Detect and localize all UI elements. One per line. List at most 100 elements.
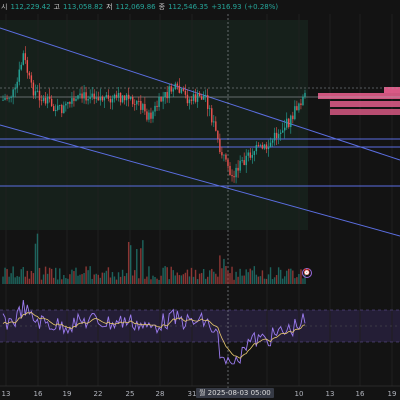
candle-body [119,92,122,103]
volume-bar [279,269,282,284]
candle-body [44,97,47,104]
volume-bar [269,267,272,284]
candle-body [48,96,51,99]
candle-body [67,101,69,104]
volume-bar [267,274,270,284]
candle-body [140,101,142,110]
volume-histogram [2,233,306,284]
candle-body [2,99,4,101]
candle-body [83,92,85,99]
candle-body [99,96,102,101]
candle-body [190,99,193,101]
candle-body [144,104,146,112]
volume-bar [20,269,22,284]
volume-bar [229,273,231,284]
candle-body [300,103,302,106]
volume-bar [154,276,156,284]
candle-body [259,144,262,146]
volume-bar [14,277,16,284]
candle-body [125,94,128,101]
candle-body [188,99,191,104]
volume-bar [95,273,97,284]
candle-body [192,94,195,101]
candle-body [109,98,112,103]
volume-bar [107,267,110,284]
candle-body [113,94,116,99]
x-tick-label: 19 [388,390,397,398]
volume-bar [182,274,185,284]
volume-bar [10,273,12,284]
volume-bar [123,276,126,284]
volume-bar [22,267,24,284]
candle-body [223,154,225,156]
volume-bar [235,271,237,284]
candle-body [227,159,229,166]
candle-body [202,95,205,100]
candle-body [229,165,231,176]
volume-bar [83,273,85,284]
x-tick-label: 16 [34,390,43,398]
candle-body [38,90,41,101]
candle-body [178,85,181,93]
volume-bar [221,268,223,284]
candle-body [79,93,81,96]
candle-body [59,104,61,106]
volume-bar [48,267,51,284]
candle-body [162,97,164,102]
candle-body [279,132,282,134]
candle-body [152,111,154,119]
volume-bar [150,279,152,284]
close-label: 종 [158,3,166,11]
volume-bar [125,273,128,284]
volume-bar [129,245,132,284]
volume-bar [148,266,150,284]
volume-bar [298,273,300,284]
volume-bar [97,274,99,284]
candle-body [194,94,197,102]
candle-body [97,97,99,101]
volume-bar [28,278,31,284]
volume-bar [71,269,73,284]
close-value: 112,546.35 [168,3,209,11]
supply-zone-edge [384,87,400,93]
volume-bar [134,270,136,284]
candle-body [206,95,209,109]
x-axis-ticks: 13161922252831710131619 [2,390,397,398]
alarm-clock-icon[interactable]: ⏰ [302,268,312,278]
volume-bar [217,276,219,284]
volume-bar [99,277,102,284]
candle-body [16,81,18,88]
candle-body [286,118,288,128]
volume-bar [243,275,245,284]
volume-bar [186,269,189,284]
volume-bar [215,273,217,284]
volume-bar [61,279,63,284]
volume-bar [237,276,239,284]
candle-body [273,132,276,141]
candle-body [304,92,306,97]
volume-bar [219,255,221,284]
volume-bar [117,272,120,284]
candle-body [245,155,247,166]
x-tick-label: 19 [63,390,72,398]
candle-body [160,97,162,102]
x-tick-label: 28 [156,390,165,398]
open-label: 시 [1,3,8,11]
candle-body [42,97,45,101]
volume-bar [12,266,14,284]
volume-bar [77,275,79,284]
open-value: 112,229.42 [10,3,51,11]
volume-bar [127,241,130,284]
volume-bar [209,270,211,284]
candle-body [10,96,12,98]
volume-bar [200,273,203,284]
volume-bar [190,267,193,284]
volume-bar [87,270,89,284]
candle-body [247,152,249,156]
channel-lower-line [0,124,400,237]
supply-zone-top [318,93,400,99]
volume-bar [196,279,199,284]
candle-body [275,132,278,139]
